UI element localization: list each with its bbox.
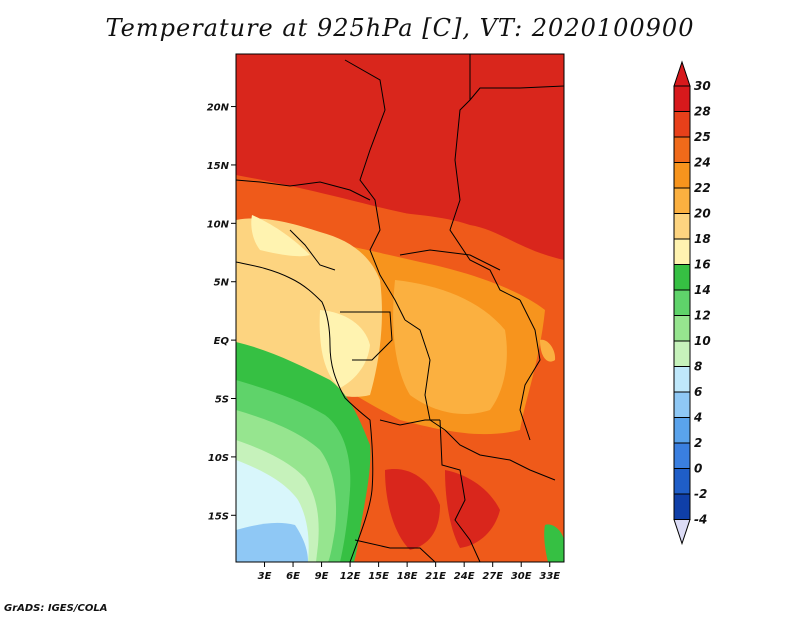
colorbar-swatch: [673, 238, 691, 265]
colorbar-swatch: [673, 493, 691, 520]
colorbar-label: 6: [694, 385, 702, 399]
colorbar-label: 8: [694, 360, 702, 374]
lon-label: 9E: [315, 571, 329, 582]
colorbar-swatch: [673, 213, 691, 240]
colorbar-swatch: [673, 417, 691, 444]
colorbar-label: 25: [694, 130, 711, 144]
colorbar-label: -2: [694, 487, 707, 501]
lon-label: 18E: [397, 571, 418, 582]
colorbar-top-arrow: [673, 60, 691, 87]
lon-label: 24E: [454, 571, 475, 582]
colorbar-label: 2: [694, 436, 702, 450]
colorbar-swatch: [673, 289, 691, 316]
lat-label: 5N: [214, 278, 230, 289]
colorbar-swatch: [673, 136, 691, 163]
colorbar-label: 18: [694, 232, 711, 246]
colorbar-swatch: [673, 315, 691, 342]
colorbar-swatch: [673, 85, 691, 112]
colorbar-swatch: [673, 340, 691, 367]
colorbar-label: 10: [694, 334, 711, 348]
colorbar-label: 24: [694, 156, 711, 170]
plot-frame: [235, 53, 565, 563]
lat-label: 20N: [207, 103, 230, 114]
lat-label: 10S: [208, 453, 229, 464]
colorbar-label: 14: [694, 283, 711, 297]
lat-label: 15S: [208, 511, 229, 522]
lon-label: 15E: [368, 571, 389, 582]
lat-label: 10N: [207, 219, 230, 230]
colorbar-swatch: [673, 187, 691, 214]
colorbar-swatch: [673, 264, 691, 291]
colorbar-swatch: [673, 468, 691, 495]
longitude-axis: 3E 6E 9E 12E 15E 18E 21E 24E 27E 30E 33E: [258, 562, 560, 582]
country-borders: [236, 54, 564, 562]
lat-label: EQ: [214, 336, 230, 347]
colorbar-swatch: [673, 162, 691, 189]
latitude-axis: 20N 15N 10N 5N EQ 5S 10S 15S: [207, 103, 236, 522]
grads-credit: GrADS: IGES/COLA: [4, 603, 108, 614]
colorbar-label: 4: [693, 411, 702, 425]
colorbar-swatch: [673, 111, 691, 138]
colorbar-label: 22: [694, 181, 711, 195]
lon-label: 12E: [340, 571, 361, 582]
colorbar-label: 28: [694, 105, 711, 119]
lat-label: 5S: [215, 395, 229, 406]
colorbar-label: 20: [694, 207, 711, 221]
map-title: Temperature at 925hPa [C], VT: 202010090…: [105, 14, 695, 42]
colorbar-label: -4: [694, 513, 707, 527]
lat-label: 15N: [207, 161, 230, 172]
colorbar-swatch: [673, 391, 691, 418]
lon-label: 30E: [511, 571, 532, 582]
colorbar-swatch: [673, 442, 691, 469]
colorbar-swatch: [673, 366, 691, 393]
temperature-field: [236, 54, 564, 562]
lon-label: 6E: [286, 571, 300, 582]
colorbar-label: 30: [694, 79, 711, 93]
lon-label: 33E: [539, 571, 560, 582]
lon-label: 3E: [258, 571, 272, 582]
colorbar-bottom-arrow: [673, 519, 691, 546]
colorbar-label: 16: [694, 258, 711, 272]
colorbar-label: 12: [694, 309, 711, 323]
colorbar-label: 0: [694, 462, 702, 476]
lon-label: 27E: [482, 571, 503, 582]
lon-label: 21E: [425, 571, 446, 582]
